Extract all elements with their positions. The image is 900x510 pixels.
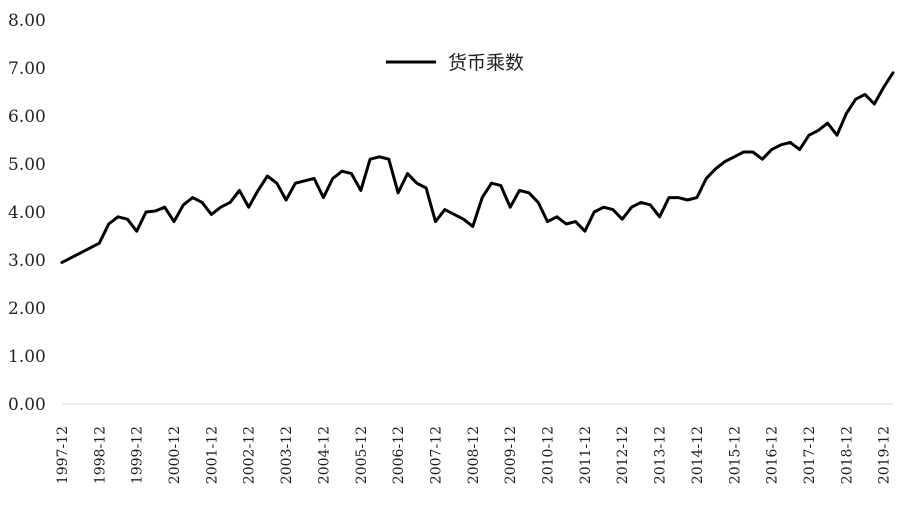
y-tick-label: 4.00 <box>8 203 46 223</box>
x-tick-label: 2016-12 <box>765 426 781 484</box>
x-tick-label: 2010-12 <box>541 426 557 484</box>
x-tick-label: 2002-12 <box>242 426 258 484</box>
y-tick-label: 8.00 <box>8 11 46 31</box>
x-tick-label: 2011-12 <box>578 426 594 484</box>
y-tick-label: 3.00 <box>8 251 46 271</box>
y-tick-label: 0.00 <box>8 395 46 415</box>
x-tick-label: 2006-12 <box>391 426 407 484</box>
y-tick-label: 6.00 <box>8 107 46 127</box>
legend-label: 货币乘数 <box>448 52 524 74</box>
legend: 货币乘数 <box>386 52 524 74</box>
x-tick-label: 2019-12 <box>877 426 893 484</box>
x-tick-label: 2009-12 <box>503 426 519 484</box>
x-tick-label: 2013-12 <box>653 426 669 484</box>
x-tick-label: 2004-12 <box>316 426 332 484</box>
y-tick-label: 7.00 <box>8 59 46 79</box>
x-tick-label: 2005-12 <box>354 426 370 484</box>
x-tick-label: 2003-12 <box>279 426 295 484</box>
x-tick-label: 1999-12 <box>130 426 146 484</box>
x-tick-label: 2008-12 <box>466 426 482 484</box>
x-tick-label: 2007-12 <box>428 426 444 484</box>
x-tick-label: 2000-12 <box>167 426 183 484</box>
x-tick-label: 1998-12 <box>92 426 108 484</box>
x-tick-label: 1997-12 <box>55 426 71 484</box>
x-tick-label: 2012-12 <box>615 426 631 484</box>
series-line-money-multiplier <box>60 71 895 264</box>
y-axis: 0.00 1.00 2.00 3.00 4.00 5.00 6.00 7.00 8.00 <box>8 11 46 415</box>
x-tick-label: 2017-12 <box>802 426 818 484</box>
x-tick-label: 2015-12 <box>727 426 743 484</box>
x-tick-label: 2014-12 <box>690 426 706 484</box>
x-axis: 1997-12 1998-12 1999-12 2000-12 2001-12 2002-… <box>55 426 893 484</box>
y-tick-label: 2.00 <box>8 299 46 319</box>
y-tick-label: 5.00 <box>8 155 46 175</box>
x-tick-label: 2001-12 <box>204 426 220 484</box>
x-tick-label: 2018-12 <box>839 426 855 484</box>
y-tick-label: 1.00 <box>8 347 46 367</box>
